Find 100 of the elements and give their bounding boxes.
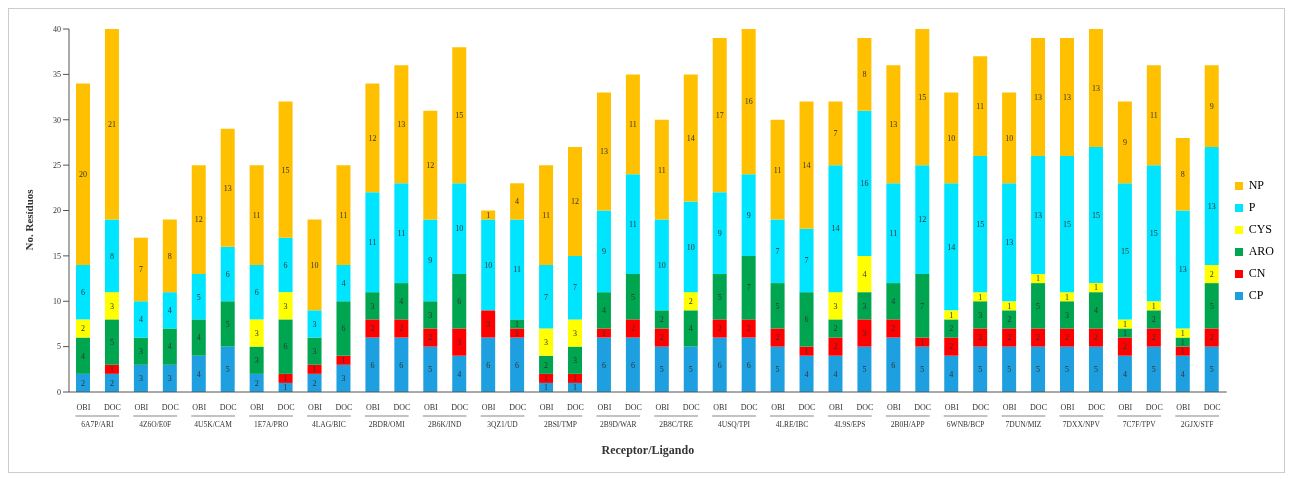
- data-label: 6: [515, 360, 520, 370]
- x-tick-label: OBI: [1002, 403, 1017, 412]
- bar: [828, 292, 843, 320]
- bar: [1060, 38, 1075, 157]
- data-label: 10: [1005, 133, 1014, 143]
- data-label: 2: [1093, 333, 1098, 343]
- bar: [1204, 283, 1219, 329]
- bar: [799, 355, 814, 392]
- data-label: 2: [81, 378, 85, 388]
- data-label: 2: [746, 324, 751, 334]
- data-label: 7: [746, 283, 751, 293]
- bar: [1204, 328, 1219, 347]
- data-label: 5: [1209, 301, 1214, 311]
- bar: [452, 355, 467, 392]
- data-label: 1: [544, 383, 549, 393]
- x-tick-label: DOC: [161, 403, 179, 412]
- data-label: 5: [1093, 365, 1098, 375]
- data-label: 5: [109, 337, 114, 347]
- data-label: 2: [1209, 333, 1214, 343]
- bar: [828, 101, 843, 166]
- data-label: 14: [686, 133, 695, 143]
- y-tick-label: 20: [53, 206, 61, 216]
- x-tick-label: OBI: [539, 403, 554, 412]
- data-label: 6: [399, 360, 404, 370]
- bar: [365, 83, 380, 193]
- x-tick-label: DOC: [1087, 403, 1105, 412]
- x-tick-label: OBI: [771, 403, 786, 412]
- data-label: 1: [1180, 328, 1185, 338]
- data-label: 1: [1065, 292, 1070, 302]
- data-label: 4: [196, 369, 201, 379]
- bar: [220, 301, 235, 347]
- data-label: 7: [833, 129, 838, 139]
- bar: [104, 219, 119, 293]
- bar: [539, 328, 554, 356]
- data-label: 5: [862, 365, 867, 375]
- bar: [1060, 156, 1075, 293]
- x-tick-label: DOC: [914, 403, 932, 412]
- x-tick-label: OBI: [192, 403, 207, 412]
- data-label: 7: [573, 283, 577, 293]
- data-label: 5: [1036, 301, 1041, 311]
- data-label: 2: [717, 324, 722, 334]
- bar: [278, 319, 293, 374]
- data-label: 2: [775, 333, 780, 343]
- data-label: 10: [657, 260, 666, 270]
- bar: [1204, 65, 1219, 147]
- bar: [1146, 165, 1161, 302]
- y-tick-label: 35: [53, 70, 61, 80]
- data-label: 5: [688, 365, 693, 375]
- bar: [452, 183, 467, 275]
- data-label: 3: [370, 301, 375, 311]
- data-label: 2: [659, 333, 664, 343]
- bar: [944, 183, 959, 311]
- data-label: 5: [775, 301, 780, 311]
- bar: [104, 292, 119, 320]
- bar: [915, 346, 930, 392]
- bar: [278, 237, 293, 293]
- x-tick-label: DOC: [972, 403, 990, 412]
- bar: [336, 301, 351, 356]
- data-label: 7: [804, 256, 809, 266]
- x-tick-label: DOC: [393, 403, 411, 412]
- data-label: 3: [312, 347, 317, 356]
- bar: [1204, 146, 1219, 265]
- x-tick-label: DOC: [624, 403, 642, 412]
- data-label: 4: [891, 297, 896, 307]
- x-tick-label: DOC: [219, 403, 237, 412]
- data-label: 2: [1036, 333, 1041, 343]
- bar: [162, 328, 177, 365]
- bar: [162, 219, 177, 293]
- bar: [365, 292, 380, 320]
- data-label: 10: [686, 242, 695, 252]
- legend-label: NP: [1248, 178, 1264, 193]
- data-label: 3: [283, 301, 288, 311]
- data-label: 1: [1036, 274, 1041, 284]
- bar: [683, 201, 698, 293]
- data-label: 15: [1149, 229, 1158, 239]
- x-tick-label: DOC: [509, 403, 527, 412]
- bar: [220, 128, 235, 247]
- data-label: 2: [659, 315, 664, 325]
- bar: [191, 319, 206, 356]
- data-label: 1: [109, 365, 114, 375]
- data-label: 4: [688, 324, 693, 334]
- bar: [249, 165, 264, 265]
- data-label: 4: [833, 369, 838, 379]
- data-label: 3: [428, 310, 433, 320]
- x-tick-label: OBI: [481, 403, 496, 412]
- data-label: 12: [426, 160, 435, 170]
- data-label: 15: [918, 92, 927, 102]
- bar: [423, 301, 438, 329]
- data-label: 3: [457, 337, 462, 347]
- data-label: 13: [1034, 92, 1043, 102]
- data-label: 20: [79, 170, 87, 180]
- data-label: 2: [630, 324, 635, 334]
- data-label: 5: [717, 292, 722, 302]
- y-tick-label: 0: [57, 387, 61, 397]
- data-label: 1: [573, 374, 577, 384]
- x-tick-label: OBI: [423, 403, 438, 412]
- data-label: 11: [252, 210, 261, 220]
- bar: [1117, 337, 1132, 356]
- bar: [1002, 310, 1017, 329]
- data-label: 3: [254, 328, 259, 338]
